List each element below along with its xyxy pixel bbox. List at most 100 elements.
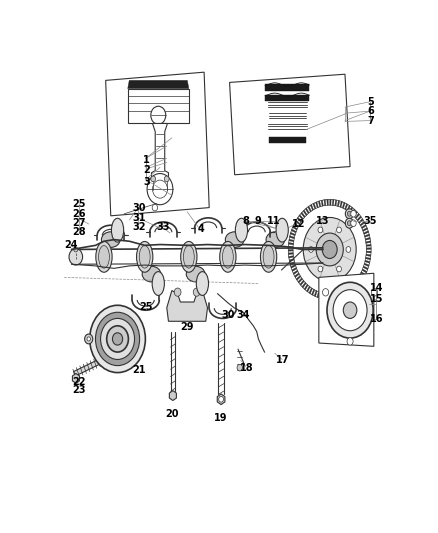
Polygon shape — [230, 74, 350, 175]
Polygon shape — [293, 226, 297, 230]
Circle shape — [303, 217, 356, 281]
Text: 23: 23 — [72, 385, 86, 395]
Text: 1: 1 — [143, 156, 150, 165]
Ellipse shape — [96, 241, 112, 272]
Text: 25: 25 — [140, 302, 153, 312]
Polygon shape — [335, 200, 337, 206]
Text: 3: 3 — [143, 177, 150, 187]
Circle shape — [193, 288, 200, 296]
Circle shape — [318, 227, 323, 233]
Polygon shape — [320, 293, 322, 298]
Polygon shape — [358, 277, 362, 281]
Text: 5: 5 — [367, 96, 374, 107]
Polygon shape — [303, 210, 307, 215]
Polygon shape — [295, 220, 300, 225]
Polygon shape — [321, 200, 323, 206]
Polygon shape — [308, 206, 311, 212]
Ellipse shape — [235, 219, 247, 242]
Polygon shape — [356, 279, 360, 284]
Text: 21: 21 — [132, 365, 146, 375]
Circle shape — [113, 333, 123, 345]
Polygon shape — [360, 222, 365, 226]
Text: 7: 7 — [367, 116, 374, 126]
Polygon shape — [289, 239, 294, 242]
Polygon shape — [74, 357, 106, 376]
Polygon shape — [353, 211, 357, 216]
Circle shape — [174, 288, 181, 296]
Polygon shape — [359, 274, 364, 279]
Circle shape — [164, 176, 169, 182]
Circle shape — [322, 240, 337, 259]
Polygon shape — [366, 241, 371, 243]
Polygon shape — [301, 212, 305, 217]
Polygon shape — [366, 244, 371, 246]
Circle shape — [103, 352, 106, 356]
Circle shape — [152, 204, 158, 211]
Polygon shape — [290, 232, 295, 236]
Circle shape — [351, 220, 356, 227]
Circle shape — [337, 227, 341, 233]
Polygon shape — [289, 243, 293, 245]
Polygon shape — [359, 219, 363, 223]
Ellipse shape — [111, 219, 124, 242]
Text: 13: 13 — [316, 216, 330, 226]
Polygon shape — [265, 84, 309, 91]
Ellipse shape — [137, 241, 153, 272]
Circle shape — [343, 302, 357, 318]
Ellipse shape — [142, 266, 161, 282]
Polygon shape — [288, 246, 293, 248]
Ellipse shape — [181, 241, 197, 272]
Polygon shape — [304, 285, 308, 290]
Polygon shape — [292, 268, 297, 271]
Polygon shape — [315, 202, 318, 208]
Polygon shape — [72, 374, 79, 383]
Polygon shape — [352, 284, 357, 289]
Polygon shape — [332, 199, 334, 205]
Circle shape — [322, 289, 328, 296]
Text: 35: 35 — [364, 216, 377, 226]
Polygon shape — [299, 215, 304, 220]
Polygon shape — [366, 251, 371, 253]
Polygon shape — [319, 273, 374, 346]
Polygon shape — [363, 228, 367, 231]
Polygon shape — [128, 88, 189, 124]
Circle shape — [219, 397, 223, 402]
Text: 25: 25 — [72, 199, 86, 209]
Polygon shape — [289, 256, 293, 258]
Circle shape — [107, 326, 128, 352]
Polygon shape — [351, 209, 355, 215]
Polygon shape — [361, 272, 366, 276]
Polygon shape — [288, 253, 293, 255]
Ellipse shape — [186, 266, 205, 282]
Circle shape — [318, 266, 323, 272]
Text: 29: 29 — [180, 322, 194, 333]
Polygon shape — [170, 391, 177, 400]
Polygon shape — [364, 263, 369, 266]
Text: 14: 14 — [370, 282, 383, 293]
Polygon shape — [293, 270, 298, 274]
Polygon shape — [311, 289, 315, 295]
Text: 32: 32 — [132, 222, 146, 232]
Polygon shape — [128, 80, 189, 88]
Circle shape — [101, 318, 134, 359]
Polygon shape — [152, 124, 169, 181]
Polygon shape — [330, 199, 331, 205]
Text: 24: 24 — [64, 240, 78, 251]
Circle shape — [90, 305, 145, 373]
Circle shape — [152, 180, 167, 198]
Polygon shape — [365, 237, 370, 240]
Polygon shape — [310, 205, 314, 211]
Polygon shape — [357, 216, 361, 221]
Circle shape — [345, 219, 353, 228]
Polygon shape — [294, 223, 299, 227]
Polygon shape — [343, 290, 346, 296]
Circle shape — [337, 266, 341, 272]
Circle shape — [101, 350, 108, 358]
Polygon shape — [305, 208, 309, 214]
Polygon shape — [296, 276, 301, 280]
Circle shape — [147, 174, 173, 205]
Text: 4: 4 — [198, 224, 204, 234]
Polygon shape — [366, 248, 371, 249]
Ellipse shape — [152, 272, 164, 295]
Polygon shape — [347, 205, 350, 211]
